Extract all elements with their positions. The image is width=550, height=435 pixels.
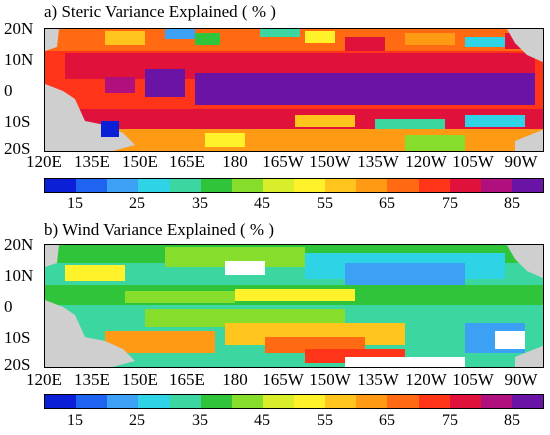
a-lon-label-165w: 165W bbox=[262, 152, 304, 171]
b-colorbar-label-65: 65 bbox=[379, 412, 395, 429]
colorbar-swatch bbox=[356, 179, 388, 192]
colorbar-swatch bbox=[45, 179, 77, 192]
colorbar-swatch bbox=[200, 395, 232, 408]
colorbar-swatch bbox=[138, 179, 170, 192]
b-colorbar-label-15: 15 bbox=[67, 412, 83, 429]
a-colorbar-label-15: 15 bbox=[67, 195, 83, 212]
panel-b: b) Wind Variance Explained ( % ) bbox=[0, 218, 550, 435]
colorbar-swatch bbox=[480, 395, 512, 408]
b-colorbar bbox=[44, 394, 544, 409]
b-colorbar-label-45: 45 bbox=[254, 412, 270, 429]
colorbar-swatch bbox=[418, 395, 450, 408]
b-lon-label-165w: 165W bbox=[262, 370, 304, 389]
b-colorbar-label-25: 25 bbox=[129, 412, 145, 429]
b-lon-label-120e: 120E bbox=[26, 370, 62, 389]
colorbar-swatch bbox=[325, 179, 357, 192]
wind-variance-map bbox=[44, 244, 544, 368]
a-lon-label-120e: 120E bbox=[26, 152, 62, 171]
a-lat-label-10n: 10N bbox=[4, 50, 34, 69]
panel-a-title: a) Steric Variance Explained ( % ) bbox=[44, 2, 276, 21]
a-colorbar-label-35: 35 bbox=[192, 195, 208, 212]
a-lon-label-90w: 90W bbox=[504, 152, 538, 171]
colorbar-swatch bbox=[294, 395, 326, 408]
b-lon-label-150w: 150W bbox=[309, 370, 351, 389]
b-lon-label-135e: 135E bbox=[74, 370, 110, 389]
panel-a: a) Steric Variance Explained ( % ) bbox=[0, 0, 550, 215]
colorbar-swatch bbox=[480, 179, 512, 192]
colorbar-swatch bbox=[76, 179, 108, 192]
a-colorbar-label-65: 65 bbox=[379, 195, 395, 212]
a-lon-label-105w: 105W bbox=[452, 152, 494, 171]
a-lon-label-120w: 120W bbox=[405, 152, 447, 171]
colorbar-swatch bbox=[294, 179, 326, 192]
colorbar-swatch bbox=[262, 395, 294, 408]
colorbar-swatch bbox=[169, 179, 201, 192]
b-lat-label-10n: 10N bbox=[4, 266, 34, 285]
b-colorbar-label-75: 75 bbox=[442, 412, 458, 429]
colorbar-swatch bbox=[262, 179, 294, 192]
b-lon-label-105w: 105W bbox=[452, 370, 494, 389]
panel-b-title: b) Wind Variance Explained ( % ) bbox=[44, 220, 274, 239]
colorbar-swatch bbox=[511, 179, 543, 192]
colorbar-swatch bbox=[138, 395, 170, 408]
colorbar-swatch bbox=[231, 179, 263, 192]
steric-variance-map bbox=[44, 28, 544, 152]
a-colorbar-label-55: 55 bbox=[317, 195, 333, 212]
b-lon-label-90w: 90W bbox=[504, 370, 538, 389]
b-lon-label-120w: 120W bbox=[405, 370, 447, 389]
a-colorbar-label-75: 75 bbox=[442, 195, 458, 212]
b-lat-label-10s: 10S bbox=[4, 328, 31, 347]
a-colorbar-label-85: 85 bbox=[504, 195, 520, 212]
colorbar-swatch bbox=[449, 395, 481, 408]
a-lon-label-180: 180 bbox=[222, 152, 248, 171]
a-lon-label-150w: 150W bbox=[309, 152, 351, 171]
colorbar-swatch bbox=[449, 179, 481, 192]
colorbar-swatch bbox=[169, 395, 201, 408]
a-lon-label-135w: 135W bbox=[357, 152, 399, 171]
b-colorbar-label-35: 35 bbox=[192, 412, 208, 429]
b-lon-label-150e: 150E bbox=[122, 370, 158, 389]
colorbar-swatch bbox=[76, 395, 108, 408]
colorbar-swatch bbox=[107, 179, 139, 192]
a-lat-label-20n: 20N bbox=[4, 19, 34, 38]
b-colorbar-label-85: 85 bbox=[504, 412, 520, 429]
a-colorbar bbox=[44, 178, 544, 193]
b-lon-label-180: 180 bbox=[222, 370, 248, 389]
a-lon-label-150e: 150E bbox=[122, 152, 158, 171]
a-lon-label-135e: 135E bbox=[74, 152, 110, 171]
colorbar-swatch bbox=[387, 179, 419, 192]
a-colorbar-label-25: 25 bbox=[129, 195, 145, 212]
a-lon-label-165e: 165E bbox=[169, 152, 205, 171]
colorbar-swatch bbox=[200, 179, 232, 192]
a-colorbar-label-45: 45 bbox=[254, 195, 270, 212]
colorbar-swatch bbox=[356, 395, 388, 408]
a-lat-label-0: 0 bbox=[4, 81, 13, 100]
colorbar-swatch bbox=[231, 395, 263, 408]
colorbar-swatch bbox=[107, 395, 139, 408]
b-lon-label-135w: 135W bbox=[357, 370, 399, 389]
b-lat-label-20n: 20N bbox=[4, 235, 34, 254]
a-lat-label-10s: 10S bbox=[4, 112, 31, 131]
colorbar-swatch bbox=[418, 179, 450, 192]
a-lat-label-20s: 20S bbox=[4, 139, 31, 158]
b-colorbar-label-55: 55 bbox=[317, 412, 333, 429]
colorbar-swatch bbox=[387, 395, 419, 408]
b-lon-label-165e: 165E bbox=[169, 370, 205, 389]
colorbar-swatch bbox=[45, 395, 77, 408]
b-lat-label-20s: 20S bbox=[4, 355, 31, 374]
b-lat-label-0: 0 bbox=[4, 297, 13, 316]
colorbar-swatch bbox=[325, 395, 357, 408]
colorbar-swatch bbox=[511, 395, 543, 408]
